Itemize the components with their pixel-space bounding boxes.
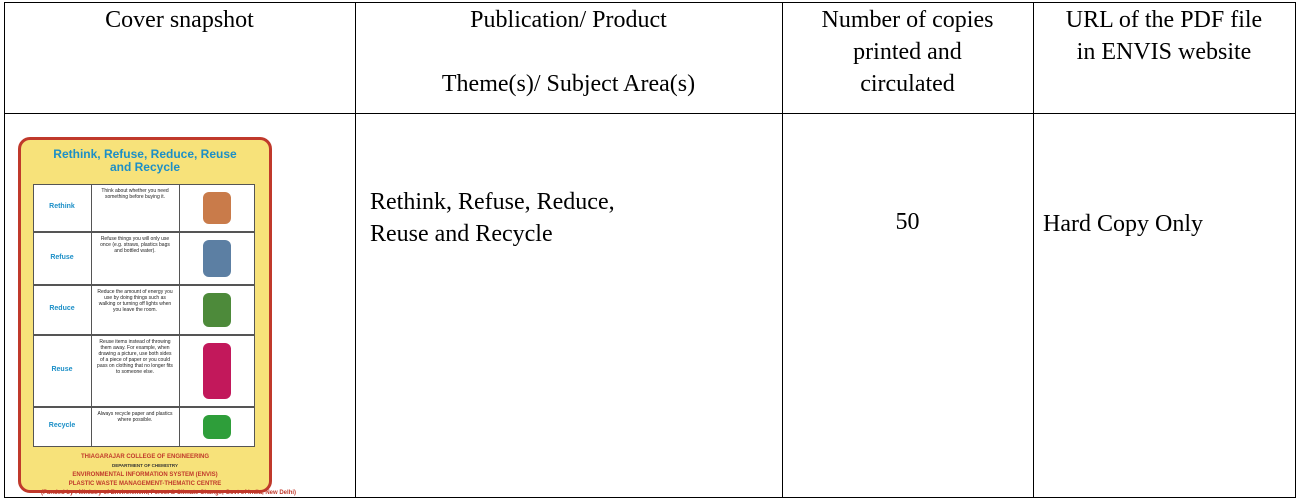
- publication: Rethink, Refuse, Reduce, Reuse and Recyc…: [370, 189, 615, 247]
- poster-cell-divider: [91, 407, 92, 447]
- poster-text: Reuse items instead of throwing them awa…: [97, 339, 173, 375]
- poster-cell-divider: [91, 285, 92, 335]
- border: [782, 2, 783, 498]
- border: [4, 2, 1296, 3]
- poster-text: Refuse things you will only use once (e.…: [100, 236, 170, 254]
- poster-footer: THIAGARAJAR COLLEGE OF ENGINEERING: [80, 454, 209, 460]
- poster-text: Always recycle paper and plastics where …: [97, 411, 173, 423]
- poster-label: Recycle: [48, 422, 76, 429]
- poster-icon: [203, 240, 231, 277]
- border: [4, 2, 5, 498]
- poster-label: Refuse: [50, 253, 74, 261]
- poster-cell-divider: [179, 184, 180, 232]
- poster-cell-divider: [91, 184, 92, 232]
- poster-cell-divider: [179, 232, 180, 285]
- border: [4, 497, 1296, 498]
- header-text: Cover snapshot: [105, 7, 254, 33]
- copies: 50: [895, 209, 920, 235]
- poster-footer: ENVIRONMENTAL INFORMATION SYSTEM (ENVIS): [72, 472, 218, 478]
- header-text: URL of the PDF file: [1065, 7, 1263, 33]
- header-text: Theme(s)/ Subject Area(s): [441, 71, 696, 97]
- poster-label: Reuse: [51, 366, 73, 373]
- poster-icon: [203, 192, 231, 224]
- header-text: printed and: [853, 39, 962, 65]
- header-text: Publication/ Product: [470, 7, 667, 33]
- border: [355, 2, 356, 498]
- poster-footer: (Funded by : Ministry of Environment, Fo…: [41, 490, 297, 496]
- poster-cell-divider: [179, 407, 180, 447]
- header-text: circulated: [860, 71, 955, 97]
- header-text: in ENVIS website: [1076, 39, 1252, 65]
- border: [1295, 2, 1296, 498]
- poster-footer: PLASTIC WASTE MANAGEMENT-THEMATIC CENTRE: [68, 481, 222, 487]
- header-text: Number of copies: [821, 7, 994, 33]
- poster-cell-divider: [91, 232, 92, 285]
- border: [4, 113, 1296, 114]
- cover-snapshot: Rethink, Refuse, Reduce, Reuse and Recyc…: [18, 137, 296, 496]
- poster-icon: [203, 293, 231, 327]
- poster-text: Think about whether you need something b…: [101, 188, 169, 200]
- poster-footer: DEPARTMENT OF CHEMISTRY: [112, 463, 178, 468]
- poster-text: Reduce the amount of energy you use by d…: [97, 289, 173, 313]
- poster-label: Rethink: [49, 203, 75, 210]
- poster-icon: [203, 343, 231, 399]
- poster-cell-divider: [179, 335, 180, 407]
- poster-cell-divider: [91, 335, 92, 407]
- poster-title: Rethink, Refuse, Reduce, Reuse and Recyc…: [53, 147, 237, 174]
- border: [1033, 2, 1034, 498]
- poster-label: Reduce: [49, 305, 75, 312]
- url: Hard Copy Only: [1043, 211, 1203, 237]
- poster-icon: [203, 415, 231, 439]
- poster-cell-divider: [179, 285, 180, 335]
